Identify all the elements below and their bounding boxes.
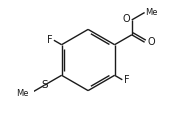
Text: Me: Me (145, 8, 158, 17)
Text: Me: Me (16, 89, 29, 98)
Text: O: O (122, 14, 130, 24)
Text: O: O (147, 37, 155, 47)
Text: F: F (47, 35, 52, 45)
Text: F: F (124, 75, 130, 85)
Text: S: S (41, 80, 48, 90)
